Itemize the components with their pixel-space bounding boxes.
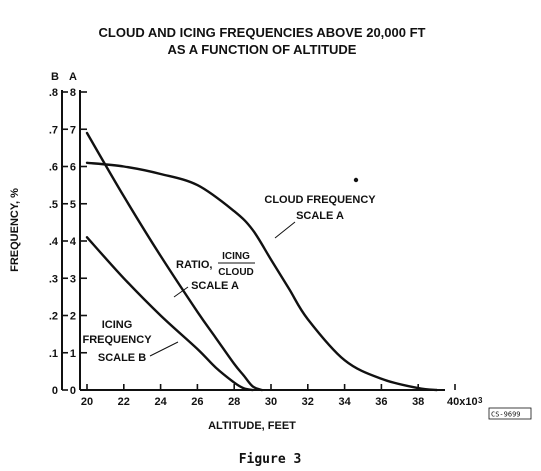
scale-b-tick-label: .8 (49, 87, 58, 99)
curve-ratio (85, 131, 263, 392)
scale-b-tick-label: .2 (49, 311, 58, 323)
scale-b-tick-label: .5 (49, 199, 58, 211)
x-axis-exponent: 3 (478, 396, 483, 405)
scale-a-tick-label: 3 (70, 273, 76, 285)
x-tick-label: 38 (412, 396, 424, 408)
x-axis-label: ALTITUDE, FEET (208, 420, 296, 432)
stray-dot-mark (353, 177, 359, 183)
icing-label-line-2: FREQUENCY (82, 334, 152, 346)
scale-a-tick-label: 1 (70, 348, 76, 360)
chart-title-line-1: CLOUD AND ICING FREQUENCIES ABOVE 20,000… (99, 25, 426, 40)
x-tick-label: 26 (191, 396, 203, 408)
cloud-label-line-2: SCALE A (296, 210, 344, 222)
scale-a-tick-label: 6 (70, 162, 76, 174)
icing-label-leader (149, 341, 179, 357)
scale-b-tick-label: 0 (52, 385, 58, 397)
cloud-label-line-1: CLOUD FREQUENCY (264, 194, 376, 206)
scale-b-tick-label: .4 (49, 236, 59, 248)
icing-label-line-1: ICING (102, 319, 133, 331)
ratio-label-numerator: ICING (222, 251, 250, 262)
curve-cloud-frequency (85, 161, 438, 392)
scale-b-tick-label: .6 (49, 162, 58, 174)
chart-title-line-2: AS A FUNCTION OF ALTITUDE (168, 42, 357, 57)
cloud-label-leader (274, 221, 296, 239)
y-axis-label: FREQUENCY, % (9, 188, 21, 272)
document-stamp: CS-9699 (488, 407, 532, 420)
ratio-label-scale: SCALE A (191, 280, 239, 292)
scale-b-tick-label: .3 (49, 273, 58, 285)
x-tick-label: 22 (118, 396, 130, 408)
scale-b-header: B (51, 71, 59, 83)
scale-a-tick-label: 5 (70, 199, 76, 211)
scale-a-tick-label: 4 (70, 236, 77, 248)
stamp-text: CS-9699 (491, 411, 521, 419)
figure-caption: Figure 3 (239, 452, 302, 467)
x-tick-label: 24 (154, 396, 167, 408)
series-label-icing: ICING FREQUENCY SCALE B (82, 319, 179, 364)
x-tick-label: 36 (375, 396, 387, 408)
scale-a-tick-label: 8 (70, 87, 76, 99)
x-tick-label: 40x10 (447, 396, 478, 408)
scale-a-tick-label: 0 (70, 385, 76, 397)
ratio-label-denominator: CLOUD (218, 267, 254, 278)
scale-b-tick-label: .7 (49, 124, 58, 136)
x-tick-label: 20 (81, 396, 93, 408)
x-tick-label: 28 (228, 396, 240, 408)
scale-a-header: A (69, 71, 77, 83)
scale-b-tick-label: .1 (49, 348, 58, 360)
scale-a-tick-label: 2 (70, 311, 76, 323)
ratio-label-leader (173, 286, 189, 298)
series-label-cloud: CLOUD FREQUENCY SCALE A (264, 194, 376, 239)
ratio-label-prefix: RATIO, (176, 259, 212, 271)
x-tick-label: 34 (338, 396, 351, 408)
data-curves (85, 131, 438, 392)
icing-label-line-3: SCALE B (98, 352, 146, 364)
scale-a-tick-label: 7 (70, 124, 76, 136)
curve-icing-frequency (85, 236, 254, 392)
series-label-ratio: RATIO, ICING CLOUD SCALE A (173, 251, 255, 298)
x-tick-label: 32 (302, 396, 314, 408)
x-tick-label: 30 (265, 396, 277, 408)
